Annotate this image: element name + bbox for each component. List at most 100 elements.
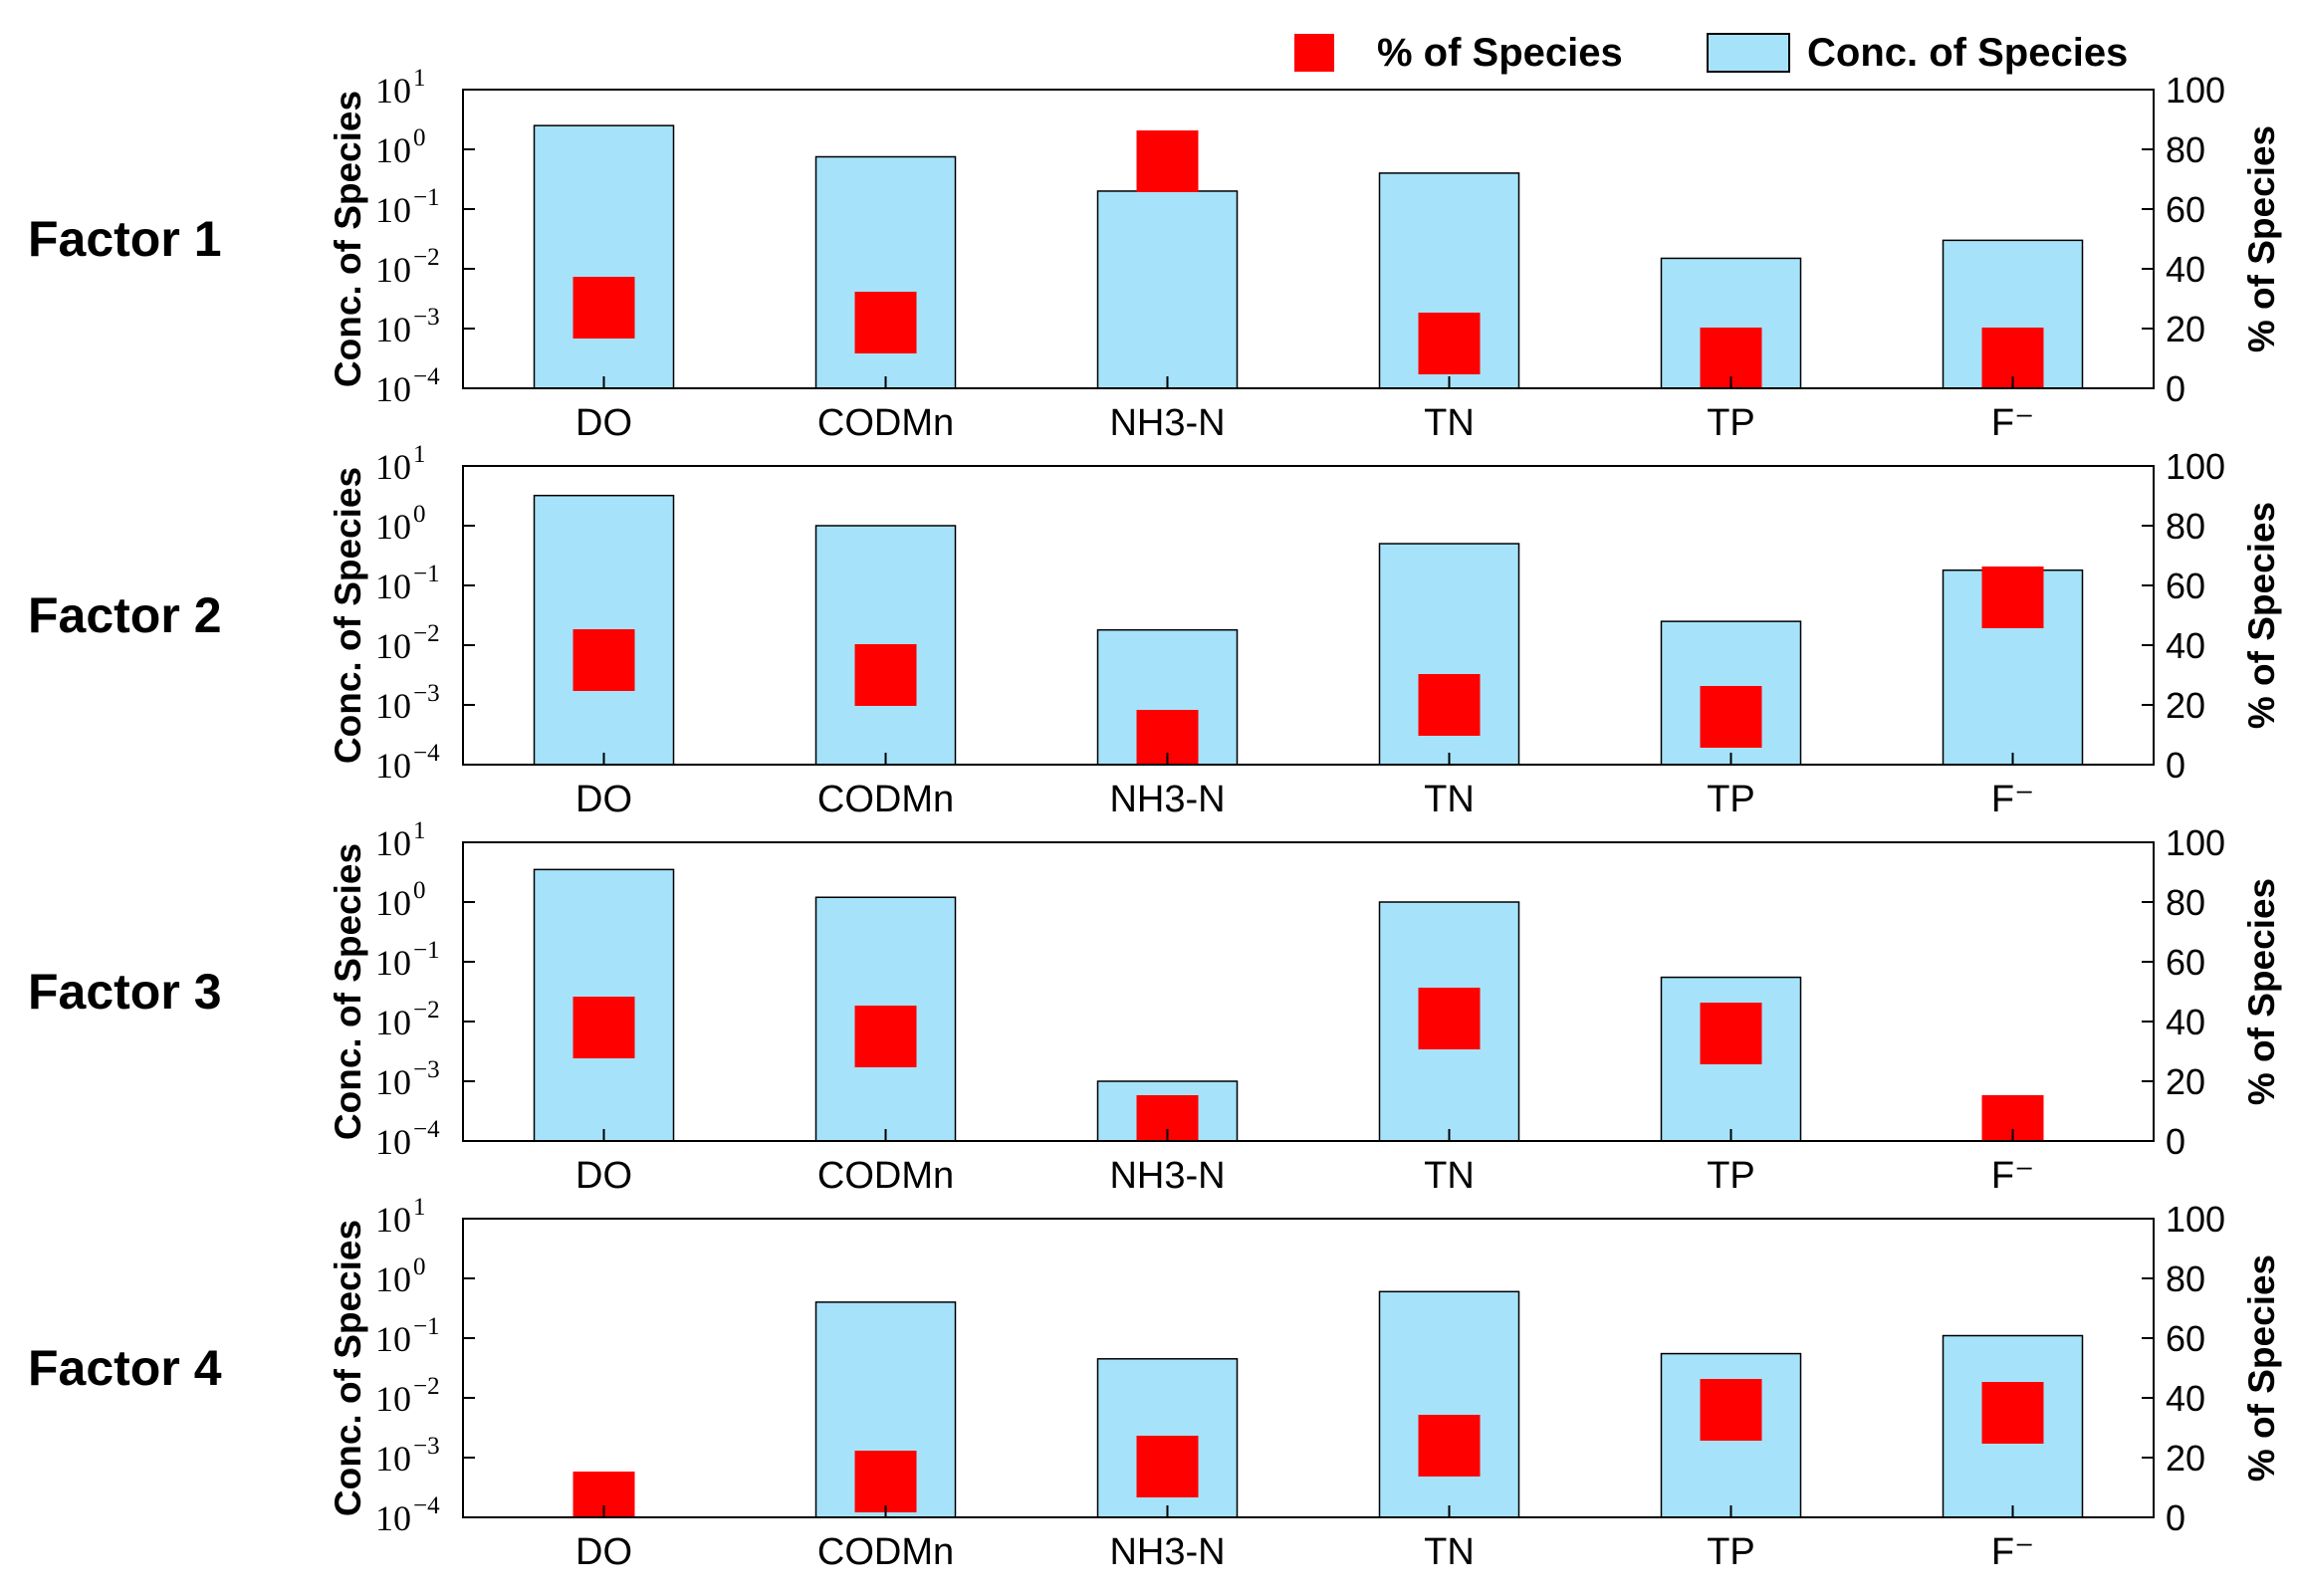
- y-tick-label: 10: [375, 130, 411, 170]
- y-tick-label: 10: [375, 746, 411, 786]
- pct-marker: [573, 997, 635, 1058]
- y-tick-label: 10: [375, 507, 411, 547]
- y-tick-exponent: −3: [413, 1433, 440, 1460]
- y2-tick-label: 20: [2166, 309, 2205, 349]
- pct-marker: [573, 629, 635, 691]
- x-tick-label: TN: [1424, 779, 1475, 820]
- x-tick-label: TP: [1707, 1531, 1755, 1573]
- y2-tick-label: 0: [2166, 368, 2185, 409]
- pct-marker: [854, 1451, 917, 1512]
- conc-bar: [1378, 1290, 1520, 1518]
- pct-marker: [1700, 686, 1762, 748]
- legend-pct-swatch: [1294, 34, 1334, 72]
- factor-label: Factor 2: [28, 587, 222, 643]
- legend: % of Species Conc. of Species: [1294, 31, 2128, 75]
- pct-marker: [1136, 130, 1199, 192]
- y-tick-label: 10: [375, 626, 411, 666]
- y-tick-label: 10: [375, 1200, 411, 1240]
- legend-pct-label: % of Species: [1377, 31, 1623, 75]
- conc-bar: [1942, 239, 2084, 389]
- y-tick-label: 10: [375, 1439, 411, 1479]
- x-tick-label: NH3-N: [1109, 1155, 1225, 1197]
- y2-tick-label: 100: [2166, 446, 2225, 487]
- y2-tick-label: 40: [2166, 249, 2205, 290]
- x-tick-label: CODMn: [817, 1531, 954, 1573]
- legend-conc-label: Conc. of Species: [1807, 31, 2128, 75]
- y-tick-exponent: −1: [413, 184, 440, 211]
- y-tick-exponent: 0: [413, 124, 426, 151]
- y2-tick-label: 60: [2166, 942, 2205, 983]
- y-tick-label: 10: [375, 71, 411, 111]
- y2-axis-label: % of Species: [2241, 1254, 2282, 1482]
- y-axis-label: Conc. of Species: [328, 91, 368, 387]
- x-tick-label: TP: [1707, 779, 1755, 820]
- y-tick-exponent: −4: [413, 363, 440, 390]
- x-tick-label: TN: [1424, 1155, 1475, 1197]
- y2-tick-label: 80: [2166, 129, 2205, 170]
- y-tick-label: 10: [375, 1003, 411, 1042]
- x-tick-label: F⁻: [1991, 1531, 2034, 1573]
- pct-marker: [1418, 674, 1481, 736]
- plot-frame: [462, 841, 2155, 1142]
- x-tick-label: F⁻: [1991, 1155, 2034, 1197]
- y-tick-label: 10: [375, 823, 411, 863]
- y2-tick-label: 100: [2166, 70, 2225, 111]
- y-tick-exponent: −3: [413, 304, 440, 331]
- y2-tick-label: 20: [2166, 1438, 2205, 1479]
- y2-tick-label: 80: [2166, 1258, 2205, 1299]
- y-tick-exponent: 1: [413, 1194, 426, 1221]
- plot-frame: [462, 89, 2155, 389]
- y-tick-exponent: −3: [413, 680, 440, 707]
- y-tick-label: 10: [375, 1498, 411, 1538]
- y-tick-exponent: −4: [413, 1492, 440, 1519]
- y-tick-exponent: −4: [413, 740, 440, 767]
- y2-tick-label: 100: [2166, 822, 2225, 863]
- y-tick-exponent: −1: [413, 561, 440, 587]
- y-axis-label: Conc. of Species: [328, 1220, 368, 1516]
- y-tick-exponent: −2: [413, 997, 440, 1024]
- x-tick-label: TN: [1424, 402, 1475, 444]
- plot-frame: [462, 465, 2155, 766]
- pct-marker: [1418, 988, 1481, 1049]
- y2-tick-label: 40: [2166, 1378, 2205, 1419]
- y2-axis-label: % of Species: [2241, 502, 2282, 729]
- conc-bar: [533, 868, 675, 1142]
- legend-conc-swatch: [1707, 33, 1790, 73]
- y-tick-exponent: 1: [413, 817, 426, 844]
- y-tick-exponent: 1: [413, 441, 426, 468]
- y2-tick-label: 0: [2166, 1121, 2185, 1162]
- y-tick-label: 10: [375, 1062, 411, 1102]
- y2-tick-label: 0: [2166, 1497, 2185, 1538]
- y-tick-label: 10: [375, 1319, 411, 1359]
- pct-marker: [1418, 1415, 1481, 1477]
- y-tick-label: 10: [375, 369, 411, 409]
- y-tick-exponent: −1: [413, 1313, 440, 1340]
- y-tick-label: 10: [375, 567, 411, 606]
- y-tick-exponent: 0: [413, 877, 426, 904]
- x-tick-label: F⁻: [1991, 779, 2034, 820]
- x-tick-label: CODMn: [817, 779, 954, 820]
- y2-tick-label: 60: [2166, 189, 2205, 230]
- y-tick-exponent: −3: [413, 1056, 440, 1083]
- y2-tick-label: 40: [2166, 1002, 2205, 1042]
- pct-marker: [573, 277, 635, 339]
- pct-marker: [854, 644, 917, 706]
- y-tick-label: 10: [375, 686, 411, 726]
- factor-label: Factor 4: [28, 1340, 222, 1396]
- x-tick-label: DO: [575, 1155, 632, 1197]
- y-tick-label: 10: [375, 1259, 411, 1299]
- y-tick-exponent: −1: [413, 937, 440, 964]
- y-tick-label: 10: [375, 943, 411, 983]
- x-tick-label: DO: [575, 1531, 632, 1573]
- pct-marker: [1700, 1003, 1762, 1064]
- y-tick-label: 10: [375, 447, 411, 487]
- y-tick-exponent: −4: [413, 1116, 440, 1143]
- x-tick-label: TP: [1707, 402, 1755, 444]
- y-tick-exponent: −2: [413, 244, 440, 271]
- x-tick-label: CODMn: [817, 402, 954, 444]
